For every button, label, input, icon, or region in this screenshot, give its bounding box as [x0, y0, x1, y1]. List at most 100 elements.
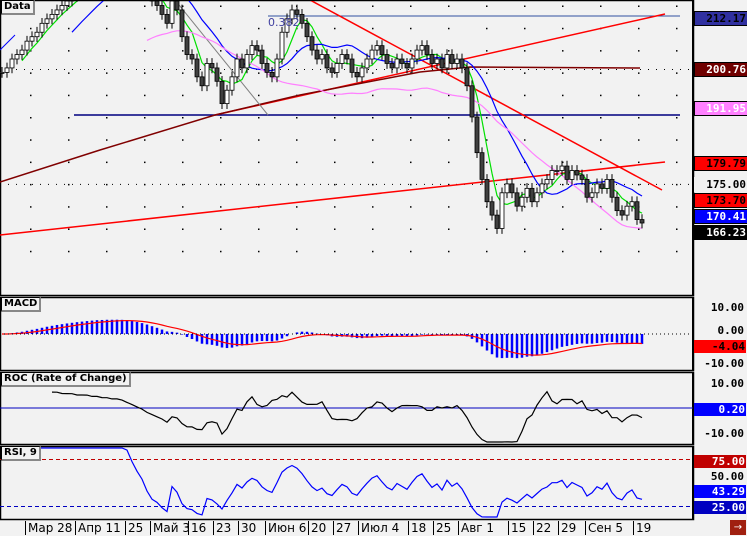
fib-annotation: 0.382	[268, 16, 300, 29]
long-ma-line	[0, 66, 641, 183]
price-tag: 191.95	[694, 101, 747, 117]
candle	[299, 14, 305, 24]
candle	[374, 45, 380, 51]
candle	[49, 14, 55, 20]
price-tag: 170.41	[694, 208, 747, 224]
roc-tick: -10.00	[704, 427, 744, 440]
candle	[619, 210, 625, 216]
candle	[359, 67, 365, 78]
candle	[609, 179, 615, 198]
candle	[564, 165, 570, 180]
macd-tick: 10.00	[710, 301, 744, 314]
candle	[19, 49, 25, 55]
candle	[9, 58, 15, 69]
panel-frame	[0, 445, 695, 521]
rsi-value-tag: 43.29	[694, 485, 746, 498]
candle	[149, 1, 155, 2]
candle	[549, 170, 555, 180]
candle	[489, 201, 495, 216]
candle	[514, 192, 520, 207]
exit-icon[interactable]: →	[730, 520, 746, 535]
candle	[414, 49, 420, 60]
x-axis-label: Мар 28	[25, 521, 72, 535]
candle	[329, 67, 335, 73]
candle	[159, 5, 165, 15]
candle	[214, 67, 220, 82]
candle	[634, 201, 640, 220]
candle	[409, 58, 415, 69]
candle	[604, 179, 610, 189]
candle	[309, 36, 315, 51]
candle	[464, 67, 470, 87]
candle	[24, 40, 30, 51]
candle	[554, 170, 560, 172]
candle	[54, 9, 60, 15]
candle	[474, 116, 480, 154]
x-axis-label: Июн 6	[265, 521, 306, 535]
candle	[189, 54, 195, 60]
candle	[624, 205, 630, 216]
candle	[304, 22, 310, 38]
candle	[454, 58, 460, 64]
candle	[219, 80, 225, 105]
candle	[584, 179, 590, 198]
candle	[249, 45, 255, 55]
candle	[504, 183, 510, 194]
candle	[204, 63, 210, 87]
candle	[569, 170, 575, 180]
candle	[529, 187, 535, 203]
candle	[224, 89, 230, 105]
candle	[479, 152, 485, 180]
candle	[459, 58, 465, 69]
candle	[499, 192, 505, 229]
candle	[289, 9, 295, 20]
candle	[209, 63, 215, 69]
roc-tick: 10.00	[710, 377, 744, 390]
candle	[519, 196, 525, 207]
x-axis-label: Июл 4	[358, 521, 399, 535]
macd-tick: -10.00	[704, 357, 744, 370]
candle	[594, 183, 600, 194]
candle	[194, 58, 200, 78]
rsi-line	[17, 447, 643, 518]
price-plot	[0, 1, 680, 236]
candle	[354, 71, 360, 78]
candle	[244, 54, 250, 69]
macd-tick: 0.00	[717, 324, 745, 337]
candle	[439, 58, 445, 69]
candle	[169, 1, 175, 24]
candle	[559, 165, 565, 171]
candle	[294, 9, 300, 15]
x-axis-label: Май 3	[150, 521, 190, 535]
candle	[274, 58, 280, 78]
x-axis-label: 22	[533, 521, 551, 535]
candle	[349, 58, 355, 73]
x-axis-label: 27	[333, 521, 351, 535]
price-tag: 173.70	[694, 192, 747, 208]
candle	[339, 54, 345, 64]
candle	[254, 45, 260, 51]
candle	[239, 58, 245, 69]
price-tag: 212.17	[694, 11, 747, 27]
x-axis-label: 25	[125, 521, 143, 535]
candle	[614, 196, 620, 212]
candle	[14, 54, 20, 60]
candle	[284, 18, 290, 33]
candle	[399, 58, 405, 64]
candle	[394, 58, 400, 69]
roc-line	[51, 390, 643, 443]
candle	[384, 54, 390, 64]
candle	[424, 45, 430, 55]
candle	[229, 76, 235, 91]
candle	[319, 54, 325, 60]
candle	[234, 58, 240, 78]
x-axis-label: 29	[558, 521, 576, 535]
candle	[154, 1, 160, 6]
trend-line	[310, 1, 663, 191]
candle	[429, 54, 435, 64]
price-panel-title: Data	[1, 0, 35, 15]
candle	[539, 183, 545, 194]
candle	[404, 63, 410, 69]
